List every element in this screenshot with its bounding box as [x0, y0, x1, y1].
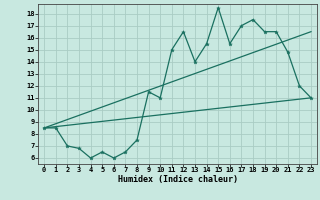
X-axis label: Humidex (Indice chaleur): Humidex (Indice chaleur): [118, 175, 238, 184]
